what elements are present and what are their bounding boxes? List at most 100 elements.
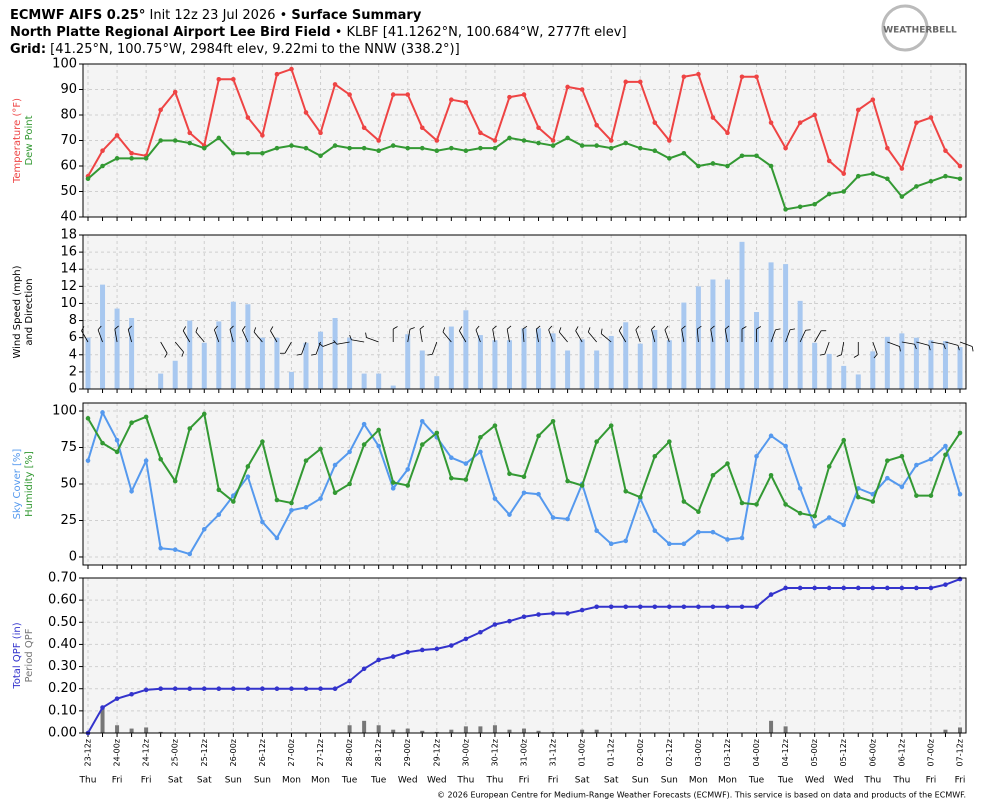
day-label: Wed <box>805 776 825 786</box>
point <box>303 110 309 115</box>
point <box>449 145 454 151</box>
point <box>85 416 91 421</box>
bar <box>303 342 309 389</box>
wind-barb <box>872 341 878 359</box>
barb-flag <box>618 326 623 331</box>
barb-flag <box>724 325 730 330</box>
point <box>637 145 643 151</box>
barb-shaft <box>841 341 845 355</box>
point <box>594 528 599 534</box>
bar <box>928 340 934 389</box>
point <box>579 143 585 148</box>
point <box>943 173 948 179</box>
point <box>289 66 294 72</box>
y-tick-label: 100 <box>52 57 77 72</box>
point <box>565 516 570 522</box>
point <box>85 458 91 463</box>
barb-shaft <box>548 329 554 343</box>
x-tick-label: 28-12z <box>374 739 383 766</box>
point <box>187 130 193 136</box>
barb-shaft <box>681 329 685 343</box>
bar <box>85 337 91 389</box>
barb-shaft <box>114 329 118 343</box>
barb-flag <box>492 325 497 330</box>
bar <box>391 729 396 733</box>
day-label: Tue <box>777 776 794 786</box>
point <box>347 92 352 97</box>
day-label: Thu <box>79 776 97 786</box>
point <box>914 585 919 591</box>
bar <box>522 728 526 733</box>
y-tick-label: 0.50 <box>48 615 77 630</box>
day-label: Sun <box>661 776 678 786</box>
day-label: Thu <box>892 776 910 786</box>
x-tick-label: 02-00z <box>636 739 645 766</box>
point <box>623 604 629 610</box>
barb-flag <box>957 345 960 351</box>
bar <box>652 329 658 389</box>
day-label: Mon <box>282 776 301 786</box>
point <box>129 488 134 494</box>
bar <box>158 731 163 733</box>
point <box>434 148 440 153</box>
point <box>565 478 570 484</box>
x-tick-label: 26-00z <box>229 739 238 766</box>
wind-barb <box>392 326 398 342</box>
day-label: Fri <box>141 776 152 786</box>
point <box>129 150 134 156</box>
point <box>681 74 687 80</box>
bar <box>710 279 716 389</box>
bar <box>129 728 134 733</box>
x-tick-label: 05-12z <box>839 739 848 766</box>
bar <box>216 321 222 389</box>
barb-shaft <box>575 330 583 343</box>
wind-barb <box>651 325 656 343</box>
wind-barb <box>785 328 796 343</box>
barb-flag <box>296 353 302 356</box>
barb-flag <box>635 325 640 331</box>
point <box>419 125 425 131</box>
point <box>957 491 963 497</box>
barb-shaft <box>635 329 641 343</box>
point <box>376 427 381 433</box>
title-line-1: ECMWF AIFS 0.25° Init 12z 23 Jul 2026 • … <box>10 8 422 23</box>
point <box>710 115 716 120</box>
title-line-2: North Platte Regional Airport Lee Bird F… <box>10 25 627 40</box>
wind-barb <box>270 326 278 343</box>
point <box>841 585 847 591</box>
point <box>855 494 861 500</box>
point <box>928 179 934 184</box>
x-tick-label: 03-12z <box>723 739 732 766</box>
wind-barb <box>114 325 119 343</box>
point <box>318 446 323 452</box>
point <box>885 145 890 151</box>
point <box>536 433 541 439</box>
point <box>783 443 788 449</box>
barb-flag <box>195 327 198 333</box>
wind-barb <box>618 326 627 343</box>
point <box>739 74 745 80</box>
point <box>376 657 381 663</box>
point <box>957 176 963 182</box>
point <box>797 120 803 125</box>
barb-shaft <box>97 329 103 343</box>
barb-shaft <box>182 330 191 343</box>
point <box>260 439 265 444</box>
point <box>100 705 105 710</box>
model: ECMWF AIFS 0.25° <box>10 8 145 23</box>
point <box>914 462 919 468</box>
x-tick-label: 31-12z <box>549 739 558 766</box>
point <box>129 156 134 161</box>
bar <box>550 333 556 389</box>
barb-shaft <box>558 331 568 343</box>
y-tick-label: 75 <box>60 440 77 455</box>
point <box>158 138 163 143</box>
bar <box>144 727 149 733</box>
barb-flag <box>575 326 579 331</box>
wind-barb <box>930 341 946 350</box>
barb-flag <box>873 353 878 359</box>
wind-barb <box>174 341 184 357</box>
grid-info: [41.25°N, 100.75°W, 2984ft elev, 9.22mi … <box>46 42 460 57</box>
bar <box>579 339 585 389</box>
point <box>260 686 265 692</box>
